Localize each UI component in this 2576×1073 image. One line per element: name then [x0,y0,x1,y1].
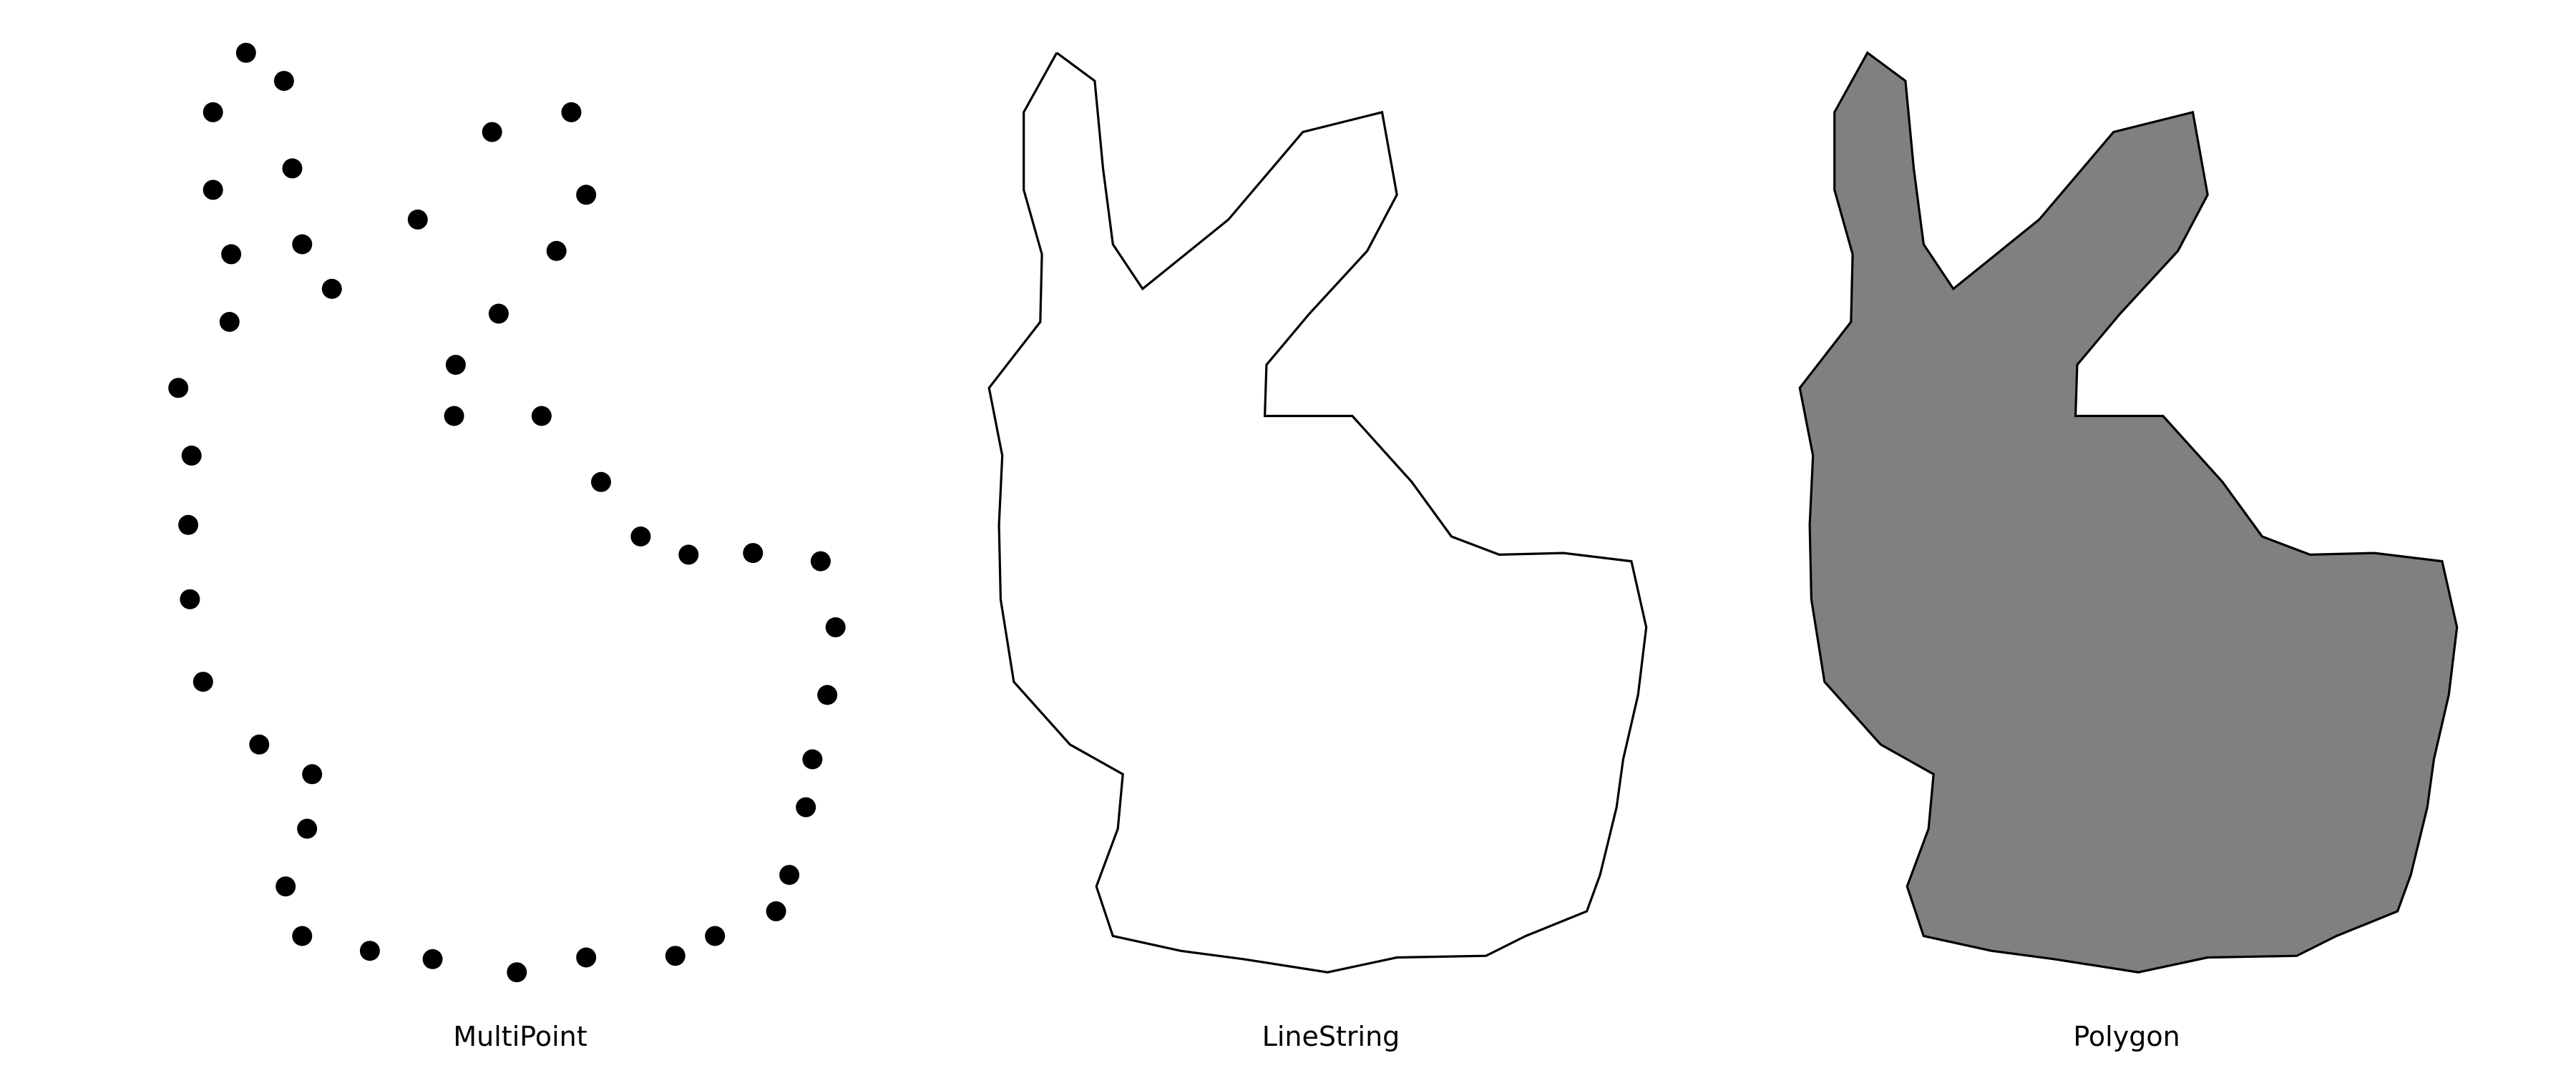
point-marker [203,102,223,122]
point-marker [796,797,816,818]
point-marker [273,71,294,92]
point-marker [292,926,313,946]
point-marker [576,185,597,205]
linestring-panel: LineString [987,52,1648,1052]
point-marker [444,406,464,426]
point-marker [817,685,838,705]
multipoint-label: MultiPoint [453,1021,587,1052]
point-marker [678,544,699,565]
point-marker [665,946,686,966]
point-marker [445,355,466,375]
point-marker [488,303,509,324]
point-marker [221,244,242,265]
point-marker [292,234,313,255]
point-marker [181,445,202,466]
linestring-label: LineString [1262,1021,1400,1052]
multipoint-points [168,42,846,983]
point-marker [546,240,567,261]
point-marker [321,278,342,299]
polygon-label: Polygon [2073,1021,2180,1052]
point-marker [576,947,597,968]
point-marker [766,901,786,921]
point-marker [482,122,502,142]
point-marker [743,543,763,564]
polygon-panel: Polygon [1798,51,2459,1052]
point-marker [219,312,240,332]
point-marker [275,876,296,897]
point-marker [779,865,800,886]
point-marker [297,818,318,839]
point-marker [249,734,270,755]
point-marker [359,941,380,961]
point-marker [282,158,303,179]
point-marker [302,764,323,785]
point-marker [203,180,223,200]
point-marker [178,514,199,535]
point-marker [802,749,823,770]
point-marker [561,102,582,122]
linestring-shape [987,52,1648,974]
point-marker [705,926,726,946]
multipoint-panel: MultiPoint [168,42,846,1052]
point-marker [591,471,611,492]
point-marker [422,949,443,969]
point-marker [531,406,552,426]
point-marker [180,589,200,609]
point-marker [810,551,831,572]
point-marker [630,526,651,547]
point-marker [407,209,428,230]
point-marker [235,42,256,63]
point-marker [192,672,213,692]
polygon-shape [1798,51,2459,974]
point-marker [825,617,846,637]
point-marker [507,962,527,983]
point-marker [168,378,189,398]
